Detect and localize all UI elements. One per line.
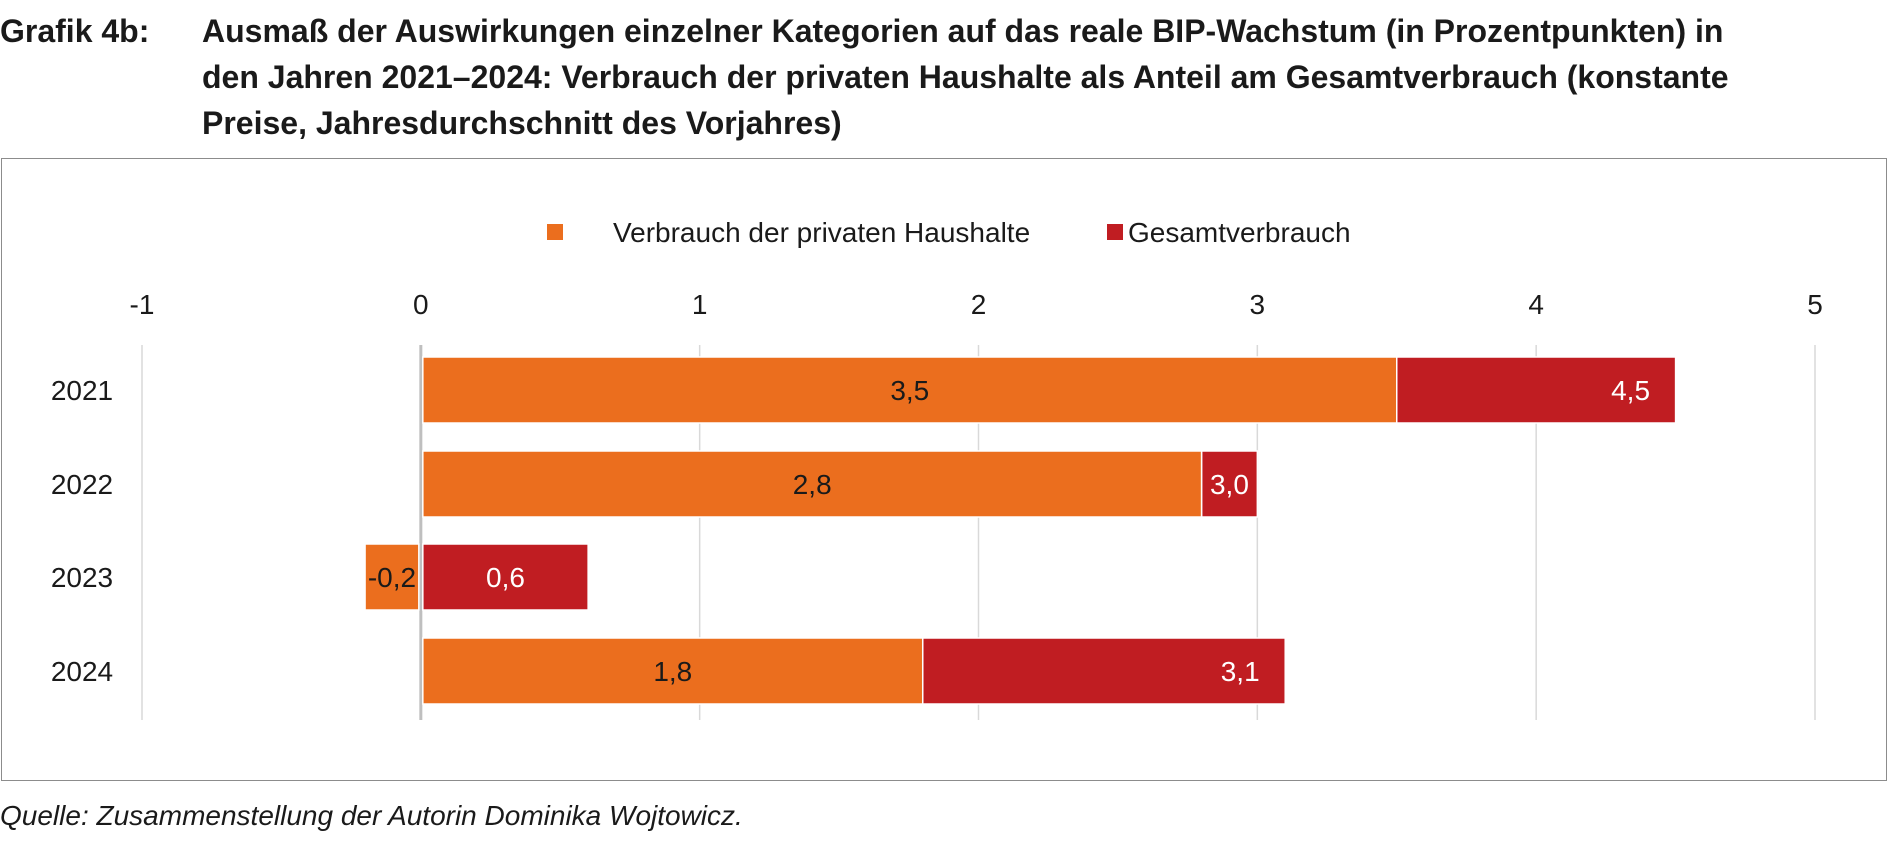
x-tick-label: 0 — [413, 289, 429, 320]
bar-gesamtverbrauch — [1396, 356, 1677, 424]
data-label-total: 0,6 — [486, 562, 525, 593]
bar-gesamtverbrauch — [1200, 450, 1259, 518]
data-label-private: -0,2 — [368, 562, 416, 593]
data-label-private: 1,8 — [653, 656, 692, 687]
legend-swatch — [547, 224, 563, 240]
x-tick-label: 1 — [692, 289, 708, 320]
x-tick-label: 5 — [1807, 289, 1823, 320]
y-category-label: 2021 — [51, 375, 113, 406]
figure-label: Grafik 4b: — [0, 13, 150, 49]
y-category-label: 2024 — [51, 656, 113, 687]
bar-private-haushalte — [422, 356, 1398, 424]
bar-gesamtverbrauch — [422, 543, 589, 611]
chart-title-line: Ausmaß der Auswirkungen einzelner Katego… — [202, 13, 1724, 49]
bar-private-haushalte — [422, 450, 1203, 518]
x-tick-label: 4 — [1528, 289, 1544, 320]
data-label-total: 3,0 — [1210, 469, 1249, 500]
x-tick-label: -1 — [130, 289, 155, 320]
data-label-total: 3,1 — [1221, 656, 1260, 687]
legend-swatch — [1107, 224, 1123, 240]
legend-label: Gesamtverbrauch — [1128, 217, 1351, 248]
legend-label: Verbrauch der privaten Haushalte — [613, 217, 1030, 248]
data-label-private: 3,5 — [890, 375, 929, 406]
bar-private-haushalte — [364, 543, 420, 611]
bar-gesamtverbrauch — [921, 637, 1286, 705]
y-category-label: 2023 — [51, 562, 113, 593]
y-category-label: 2022 — [51, 469, 113, 500]
data-label-total: 4,5 — [1611, 375, 1650, 406]
chart-title-line: Preise, Jahresdurchschnitt des Vorjahres… — [202, 105, 842, 141]
x-tick-label: 3 — [1250, 289, 1266, 320]
source-note: Quelle: Zusammenstellung der Autorin Dom… — [0, 800, 743, 831]
bar-private-haushalte — [422, 637, 924, 705]
chart-title-line: den Jahren 2021–2024: Verbrauch der priv… — [202, 59, 1729, 95]
chart-frame — [1, 158, 1887, 781]
data-label-private: 2,8 — [793, 469, 832, 500]
x-tick-label: 2 — [971, 289, 987, 320]
chart-title: Ausmaß der Auswirkungen einzelner Katego… — [202, 8, 1891, 146]
